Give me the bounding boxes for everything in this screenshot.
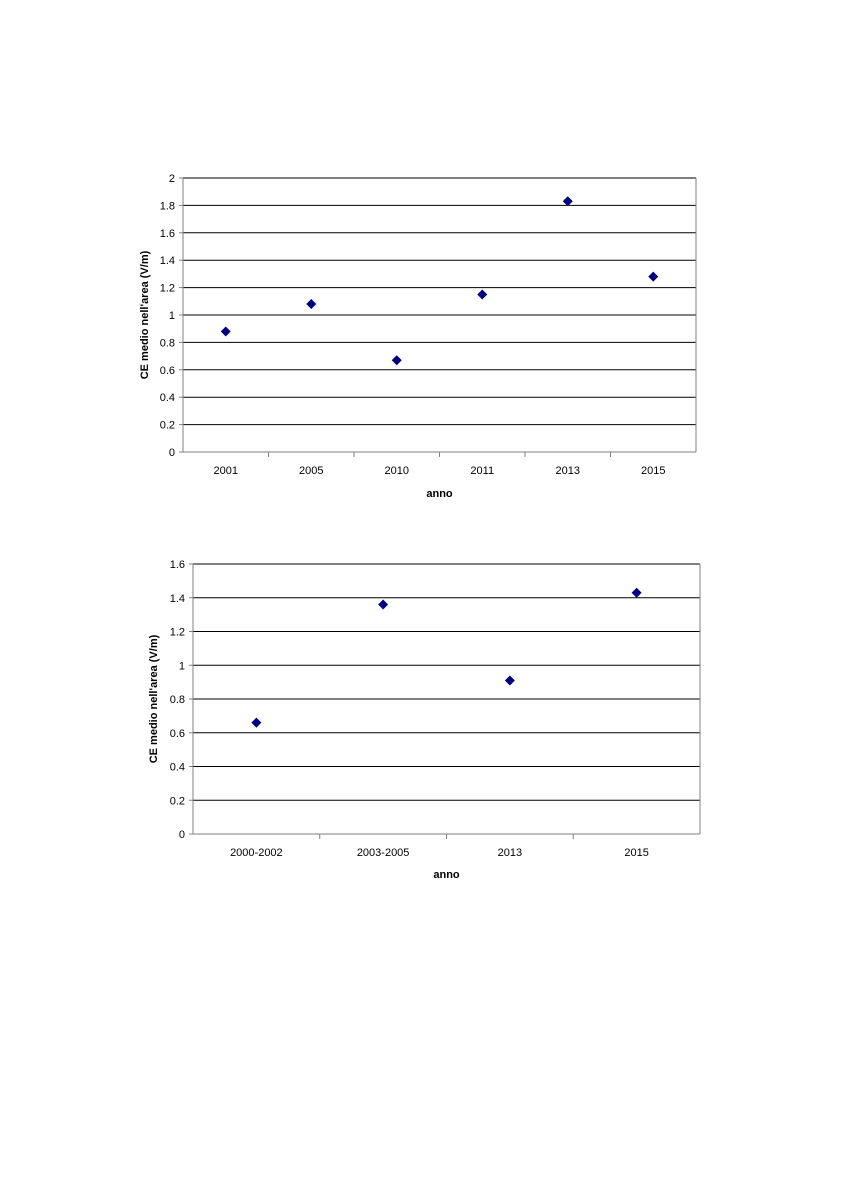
- y-axis-title: CE medio nell'area (V/m): [148, 634, 160, 763]
- data-point: [220, 326, 231, 337]
- data-point: [378, 599, 389, 610]
- x-tick-label: 2011: [470, 465, 494, 477]
- data-point: [306, 299, 317, 310]
- y-axis-title: CE medio nell'area (V/m): [139, 250, 151, 379]
- x-axis-title: anno: [433, 869, 460, 881]
- y-tick-label: 0: [179, 829, 185, 841]
- x-axis-title: anno: [426, 488, 453, 500]
- y-tick-label: 1.2: [170, 627, 185, 639]
- y-tick-label: 0.4: [170, 762, 185, 774]
- y-tick-label: 0.8: [170, 694, 185, 706]
- x-tick-label: 2001: [214, 465, 238, 477]
- y-tick-label: 0.4: [160, 392, 175, 404]
- data-point: [631, 587, 642, 598]
- y-tick-label: 1.6: [160, 228, 175, 240]
- y-tick-label: 1.2: [160, 283, 175, 295]
- y-tick-label: 1.6: [170, 559, 185, 571]
- x-tick-label: 2015: [624, 847, 648, 859]
- y-tick-label: 0.6: [170, 728, 185, 740]
- scatter-chart-1: 0 0.2 0.4 0.6 0.8 1 1.2 1.4 1.6 1.8 2 2001 2005 2010 2…: [139, 173, 697, 500]
- y-tick-label: 1: [169, 310, 175, 322]
- y-tick-label: 1.8: [160, 200, 175, 212]
- x-tick-label: 2005: [299, 465, 323, 477]
- x-tick-label: 2015: [641, 465, 665, 477]
- y-tick-label: 0: [169, 447, 175, 459]
- x-tick-label: 2013: [556, 465, 580, 477]
- data-point: [504, 675, 515, 686]
- x-tick-label: 2003-2005: [357, 847, 410, 859]
- y-tick-label: 1: [179, 660, 185, 672]
- x-tick-label: 2000-2002: [230, 847, 283, 859]
- data-point: [562, 196, 573, 207]
- x-tick-label: 2013: [498, 847, 522, 859]
- y-tick-label: 1.4: [160, 255, 175, 267]
- data-point: [648, 271, 659, 282]
- y-tick-label: 1.4: [170, 593, 185, 605]
- y-tick-label: 0.2: [160, 420, 175, 432]
- x-tick-label: 2010: [385, 465, 409, 477]
- data-point: [477, 289, 488, 300]
- y-tick-label: 2: [169, 173, 175, 185]
- data-point: [251, 717, 262, 728]
- y-tick-label: 0.2: [170, 795, 185, 807]
- data-point: [391, 355, 402, 366]
- y-tick-label: 0.8: [160, 337, 175, 349]
- scatter-chart-2: 0 0.2 0.4 0.6 0.8 1 1.2 1.4 1.6 2000-2002 2003-200…: [148, 559, 701, 881]
- y-tick-label: 0.6: [160, 365, 175, 377]
